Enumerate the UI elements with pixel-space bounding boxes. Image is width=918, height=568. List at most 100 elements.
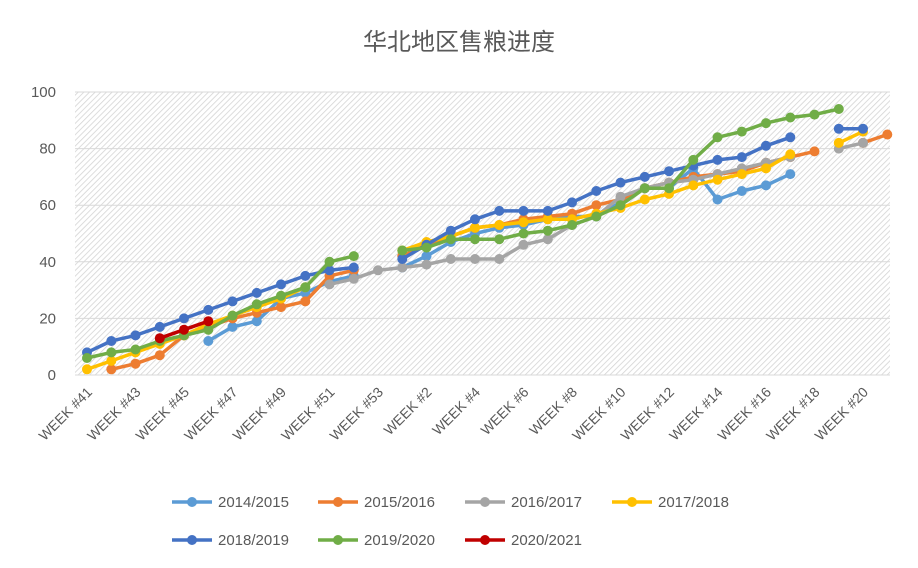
data-point [736,186,747,196]
data-point [397,245,408,256]
data-point [615,191,626,202]
legend-item: 2015/2016 [318,494,435,511]
data-point [130,358,141,369]
series-2020/2021 [154,316,214,344]
data-point [470,214,480,225]
data-point [736,169,747,180]
legend-label: 2015/2016 [364,494,435,511]
data-point [518,239,529,250]
x-tick-label: WEEK #4 [429,384,483,438]
data-point [470,234,480,245]
data-point [179,313,189,324]
data-point [300,282,311,293]
data-point [130,344,141,355]
data-point [688,180,699,191]
y-tick-label: 100 [31,84,56,101]
data-point [833,137,844,148]
y-tick-label: 80 [39,141,56,158]
data-point [712,132,723,143]
data-point [203,324,214,335]
data-point [518,205,529,216]
data-point [227,296,238,307]
data-point [639,194,650,205]
legend-label: 2020/2021 [511,532,582,549]
chart-title: 华北地区售粮进度 [363,28,555,56]
legend-label: 2018/2019 [218,532,289,549]
data-point [494,234,505,245]
data-point [809,109,820,120]
data-point [348,273,359,284]
data-point [203,336,214,346]
data-point [203,316,214,327]
legend-label: 2016/2017 [511,494,582,511]
data-point [373,265,383,276]
series-line [85,285,308,372]
data-point [251,287,262,298]
data-point [324,279,335,290]
legend-item: 2016/2017 [465,494,582,511]
legend: 2014/2015 2015/2016 2016/2017 2017/2018 2018… [172,494,729,549]
legend-item: 2020/2021 [465,532,582,549]
data-point [785,149,796,160]
legend-marker [333,497,343,507]
data-point [882,129,893,140]
data-point [106,355,117,366]
data-point [397,262,408,273]
data-point [518,217,529,228]
y-tick-label: 20 [39,310,56,327]
data-point [470,222,480,233]
y-tick-label: 0 [48,367,56,384]
legend-marker [627,497,637,507]
data-point [833,104,844,114]
data-point [494,220,505,230]
data-point [858,137,868,148]
data-point [227,321,238,332]
data-point [785,169,796,180]
data-point [470,254,480,264]
data-point [445,254,456,264]
legend-item: 2014/2015 [172,494,289,511]
data-point [639,171,650,182]
data-point [276,302,286,313]
y-axis-ticks: 0 20 40 60 80 100 [31,84,56,384]
data-point [106,364,117,375]
x-tick-label: WEEK #6 [477,384,531,438]
y-tick-label: 60 [39,197,56,214]
data-point [542,214,553,225]
data-point [833,123,844,134]
legend-label: 2019/2020 [364,532,435,549]
data-point [348,251,359,262]
data-point [518,228,529,239]
data-point [348,262,359,273]
data-point [542,234,553,245]
data-point [421,259,432,270]
data-point [179,324,189,335]
data-point [785,112,796,123]
data-point [324,265,335,276]
data-point [421,251,432,262]
x-tick-label: WEEK #53 [326,384,386,444]
data-point [251,316,262,327]
data-point [494,254,505,264]
data-point [130,330,141,341]
data-point [567,220,577,230]
data-point [785,132,796,143]
data-point [300,296,311,307]
data-point [203,304,214,315]
data-point [154,350,165,361]
data-point [761,180,771,191]
legend-label: 2017/2018 [658,494,729,511]
data-point [300,270,311,281]
data-point [421,242,432,253]
data-point [397,254,408,264]
data-point [615,177,626,188]
data-point [324,256,335,267]
data-point [106,347,117,358]
data-point [227,310,238,321]
data-point [445,234,456,245]
legend-marker [480,497,490,507]
data-point [276,279,286,290]
data-point [154,321,165,332]
